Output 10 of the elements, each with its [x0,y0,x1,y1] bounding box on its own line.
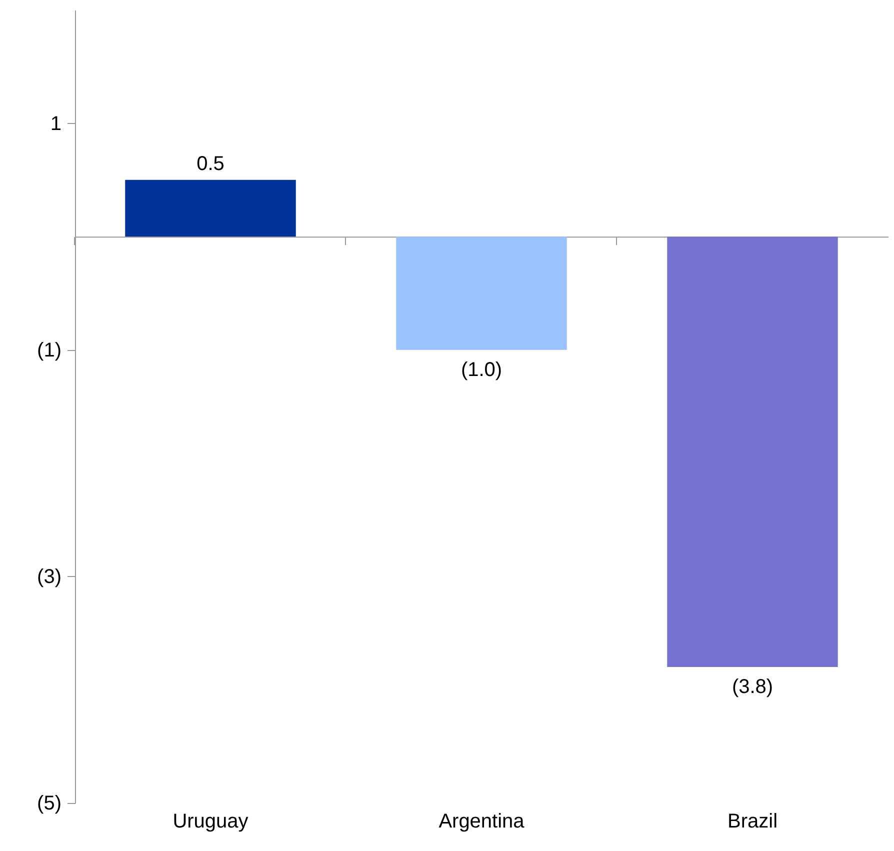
x-tick-label: Uruguay [172,810,248,832]
y-tick-label: 1 [50,112,62,135]
x-tick-label: Brazil [727,810,778,832]
data-label: 0.5 [196,152,224,175]
y-tick-label: (5) [37,792,62,814]
y-tick-label: (1) [37,339,62,362]
x-tick-label: Argentina [438,810,526,832]
data-label: (1.0) [460,358,502,381]
y-tick-label: (3) [37,566,62,588]
data-label: (3.8) [732,676,774,698]
